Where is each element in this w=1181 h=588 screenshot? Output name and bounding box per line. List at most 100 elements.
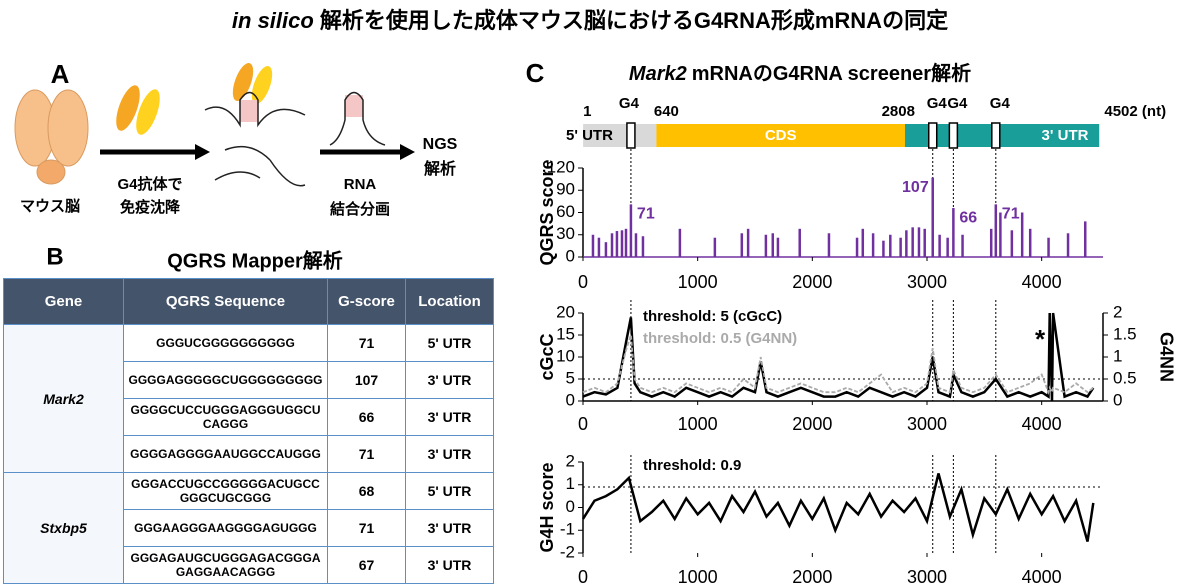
x-tick-label: 0 (578, 272, 588, 292)
g4-label: G4 (990, 95, 1011, 112)
loc-cell: 3' UTR (406, 362, 494, 399)
x-tick-label: 4000 (1022, 414, 1062, 434)
position-label: 4502 (nt) (1104, 103, 1166, 120)
g4-box (949, 123, 957, 148)
seq-cell: GGGAAGGGAAGGGGAGUGGG (124, 510, 328, 547)
position-label: 2808 (882, 103, 915, 120)
loc-cell: 5' UTR (406, 325, 494, 362)
antibody-icon (111, 82, 164, 137)
header-cell: QGRS Sequence (124, 279, 328, 325)
y-axis-label: QGRS score (537, 159, 557, 265)
g4-box (627, 123, 635, 148)
segment-label: 5' UTR (566, 127, 613, 144)
x-tick-label: 3000 (907, 414, 947, 434)
y2-tick-label: 0 (1113, 390, 1122, 409)
y-axis-label: cGcC (537, 333, 557, 380)
bar-value-label: 71 (1002, 206, 1020, 223)
step-label: 結合分画 (330, 200, 390, 218)
bar-value-label: 71 (637, 206, 655, 223)
qgrs-table: GeneQGRS SequenceG-scoreLocation Mark2GG… (3, 278, 494, 584)
x-tick-label: 3000 (907, 567, 947, 587)
g4-box (992, 123, 1000, 148)
y-tick-label: -2 (560, 542, 575, 561)
arrow-head (195, 144, 210, 160)
position-label: 1 (583, 103, 591, 120)
y2-tick-label: 2 (1113, 302, 1122, 321)
position-label: 640 (654, 103, 679, 120)
annotation: * (1035, 324, 1046, 354)
panel-label: A (51, 59, 70, 89)
threshold-label: threshold: 5 (cGcC) (643, 308, 782, 325)
y-tick-label: 60 (556, 202, 575, 221)
y-tick-label: 10 (556, 346, 575, 365)
gene-cell: Mark2 (4, 325, 124, 473)
arrow-head (400, 144, 415, 160)
y-tick-label: -1 (560, 520, 575, 539)
num-cell: 71 (328, 325, 406, 362)
rna-icon (205, 60, 305, 185)
bar-value-label: 66 (959, 209, 977, 226)
header-cell: Location (406, 279, 494, 325)
threshold-label: threshold: 0.9 (643, 457, 741, 474)
panel-title: QGRS Mapper解析 (167, 248, 343, 272)
step-label: RNA (344, 176, 377, 193)
seq-cell: GGGAGAUGCUGGGAGACGGGAGAGGAACAGGG (124, 547, 328, 584)
result-label: NGS (423, 136, 458, 153)
y2-tick-label: 0.5 (1113, 368, 1137, 387)
gene-cell: Stxbp5 (4, 473, 124, 584)
y-tick-label: 90 (556, 180, 575, 199)
source-label: マウス脳 (20, 197, 80, 215)
step-label: 免疫沈降 (120, 198, 181, 216)
y-tick-label: 0 (566, 246, 575, 265)
step-label: G4抗体で (117, 175, 182, 193)
num-cell: 107 (328, 362, 406, 399)
seq-cell: GGGACCUGCCGGGGGACUGCCGGGCUGCGGG (124, 473, 328, 510)
x-tick-label: 2000 (792, 567, 832, 587)
loc-cell: 3' UTR (406, 436, 494, 473)
seq-cell: GGGUCGGGGGGGGGG (124, 325, 328, 362)
y-tick-label: 0 (566, 390, 575, 409)
x-tick-label: 4000 (1022, 567, 1062, 587)
x-tick-label: 1000 (678, 272, 718, 292)
figure: in silico解析を使用した成体マウス脳におけるG4RNA形成mRNAの同定… (0, 0, 1181, 588)
title-text: 解析を使用した成体マウス脳におけるG4RNA形成mRNAの同定 (320, 8, 948, 33)
num-cell: 68 (328, 473, 406, 510)
header-cell: G-score (328, 279, 406, 325)
x-tick-label: 2000 (792, 414, 832, 434)
panel-label: C (526, 58, 545, 88)
hairpin-icon (330, 93, 385, 146)
x-tick-label: 0 (578, 567, 588, 587)
y-tick-label: 0 (566, 497, 575, 516)
num-cell: 71 (328, 510, 406, 547)
y-tick-label: 20 (556, 302, 575, 321)
y2-axis-label: G4NN (1156, 332, 1176, 382)
loc-cell: 3' UTR (406, 547, 494, 584)
threshold-label: threshold: 0.5 (G4NN) (643, 330, 797, 347)
x-tick-label: 4000 (1022, 272, 1062, 292)
y-tick-label: 5 (566, 368, 575, 387)
g4-box (929, 123, 937, 148)
g4-label: G4 (619, 95, 640, 112)
g4-label: G4 (947, 95, 968, 112)
y2-tick-label: 1 (1113, 346, 1122, 365)
y-tick-label: 15 (556, 324, 575, 343)
loc-cell: 5' UTR (406, 473, 494, 510)
segment-label: 3' UTR (1042, 127, 1089, 144)
panel-label: B (46, 243, 63, 270)
y-tick-label: 1 (566, 474, 575, 493)
seq-cell: GGGGAGGGGGCUGGGGGGGGG (124, 362, 328, 399)
title-text: mRNAのG4RNA screener解析 (692, 61, 971, 85)
title-italic: Mark2 (629, 63, 687, 85)
g4-label: G4 (927, 95, 948, 112)
y-axis-label: G4H score (537, 462, 557, 552)
loc-cell: 3' UTR (406, 399, 494, 436)
y-tick-label: 2 (566, 451, 575, 470)
num-cell: 71 (328, 436, 406, 473)
title-italic: in silico (232, 8, 314, 33)
